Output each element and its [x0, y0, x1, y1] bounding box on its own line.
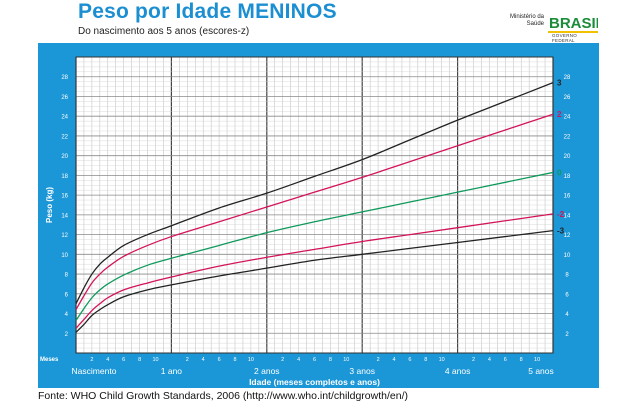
month-tick-label: 2	[186, 357, 189, 363]
month-tick-label: 2	[377, 357, 380, 363]
y-tick-label-right: 20	[564, 154, 571, 160]
zscore-label--3: -3	[557, 227, 565, 236]
y-tick-label-right: 26	[564, 95, 571, 101]
ministry-label: Ministério da Saúde	[510, 14, 545, 27]
x-axis-title: Idade (meses completos e anos)	[249, 377, 380, 387]
month-tick-label: 2	[90, 357, 93, 363]
y-tick-label-left: 12	[61, 233, 68, 239]
y-tick-label-right: 22	[564, 134, 571, 140]
source-note: Fonte: WHO Child Growth Standards, 2006 …	[38, 390, 408, 402]
year-label: Nascimento	[72, 366, 117, 376]
month-tick-label: 4	[297, 357, 300, 363]
months-label: Meses	[40, 357, 59, 363]
zscore-label-3: 3	[557, 79, 562, 88]
y-tick-label-left: 14	[61, 213, 68, 219]
y-tick-label-left: 28	[61, 75, 68, 81]
month-tick-label: 10	[439, 357, 445, 363]
y-tick-label-right: 16	[564, 194, 571, 200]
y-tick-label-left: 22	[61, 134, 68, 140]
y-tick-label-left: 24	[61, 115, 68, 121]
month-tick-label: 8	[138, 357, 141, 363]
y-tick-label-left: 16	[61, 194, 68, 200]
y-tick-label-right: 14	[564, 213, 571, 219]
year-label: 5 anos	[528, 366, 554, 376]
y-tick-label-left: 26	[61, 95, 68, 101]
plot-border	[75, 56, 554, 354]
gov-label: GOVERNO FEDERAL	[552, 33, 578, 43]
month-tick-label: 8	[520, 357, 523, 363]
zscore-label--2: -2	[557, 210, 565, 219]
chart-panel: 2 2 4 4 6 6 8 8 10 10 12 12 14 14 16 16 18 18 20 20 22 22 24 24…	[38, 43, 599, 388]
month-tick-label: 2	[281, 357, 284, 363]
brazil-flag-icon: BRASIL	[548, 12, 598, 33]
month-tick-label: 6	[408, 357, 411, 363]
month-tick-label: 6	[218, 357, 221, 363]
month-tick-label: 4	[106, 357, 109, 363]
month-tick-label: 10	[152, 357, 158, 363]
zscore-line--2	[75, 213, 554, 329]
y-tick-label-left: 2	[65, 332, 69, 338]
month-tick-label: 2	[472, 357, 475, 363]
month-tick-label: 6	[122, 357, 125, 363]
y-tick-label-right: 6	[565, 292, 569, 298]
zscore-label-0: 0	[557, 168, 562, 177]
y-tick-label-left: 6	[65, 292, 69, 298]
month-tick-label: 10	[248, 357, 254, 363]
flag-text: BRASIL	[549, 15, 598, 32]
ministry-logo: Ministério da Saúde BRASIL GOVERNO FEDER…	[510, 10, 600, 43]
y-tick-label-right: 4	[565, 312, 569, 318]
month-tick-label: 8	[233, 357, 236, 363]
year-label: 2 anos	[254, 366, 280, 376]
y-tick-label-left: 18	[61, 174, 68, 180]
year-label: 4 anos	[445, 366, 471, 376]
page-subtitle: Do nascimento aos 5 anos (escores-z)	[78, 26, 250, 37]
y-axis-title: Peso (kg)	[45, 187, 54, 223]
month-tick-label: 4	[392, 357, 395, 363]
month-tick-label: 10	[534, 357, 540, 363]
y-tick-label-left: 10	[61, 253, 68, 259]
y-tick-label-right: 28	[564, 75, 571, 81]
month-tick-label: 4	[488, 357, 491, 363]
y-tick-label-right: 10	[564, 253, 571, 259]
y-tick-label-right: 8	[565, 273, 569, 279]
month-tick-label: 10	[343, 357, 349, 363]
zscore-line-3	[75, 82, 554, 304]
month-tick-label: 4	[202, 357, 205, 363]
y-tick-label-left: 20	[61, 154, 68, 160]
month-tick-label: 6	[313, 357, 316, 363]
y-tick-label-right: 18	[564, 174, 571, 180]
y-tick-label-right: 12	[564, 233, 571, 239]
zscore-line--3	[75, 230, 554, 333]
zscore-line-2	[75, 113, 554, 310]
y-tick-label-right: 2	[565, 332, 569, 338]
page-title: Peso por Idade MENINOS	[78, 0, 337, 23]
y-tick-label-right: 24	[564, 115, 571, 121]
zscore-line-0	[75, 171, 554, 321]
year-label: 3 anos	[349, 366, 375, 376]
year-label: 1 ano	[161, 366, 183, 376]
month-tick-label: 8	[424, 357, 427, 363]
zscore-label-2: 2	[557, 110, 562, 119]
month-tick-label: 6	[504, 357, 507, 363]
month-tick-label: 8	[329, 357, 332, 363]
y-tick-label-left: 4	[65, 312, 69, 318]
y-tick-label-left: 8	[65, 273, 69, 279]
